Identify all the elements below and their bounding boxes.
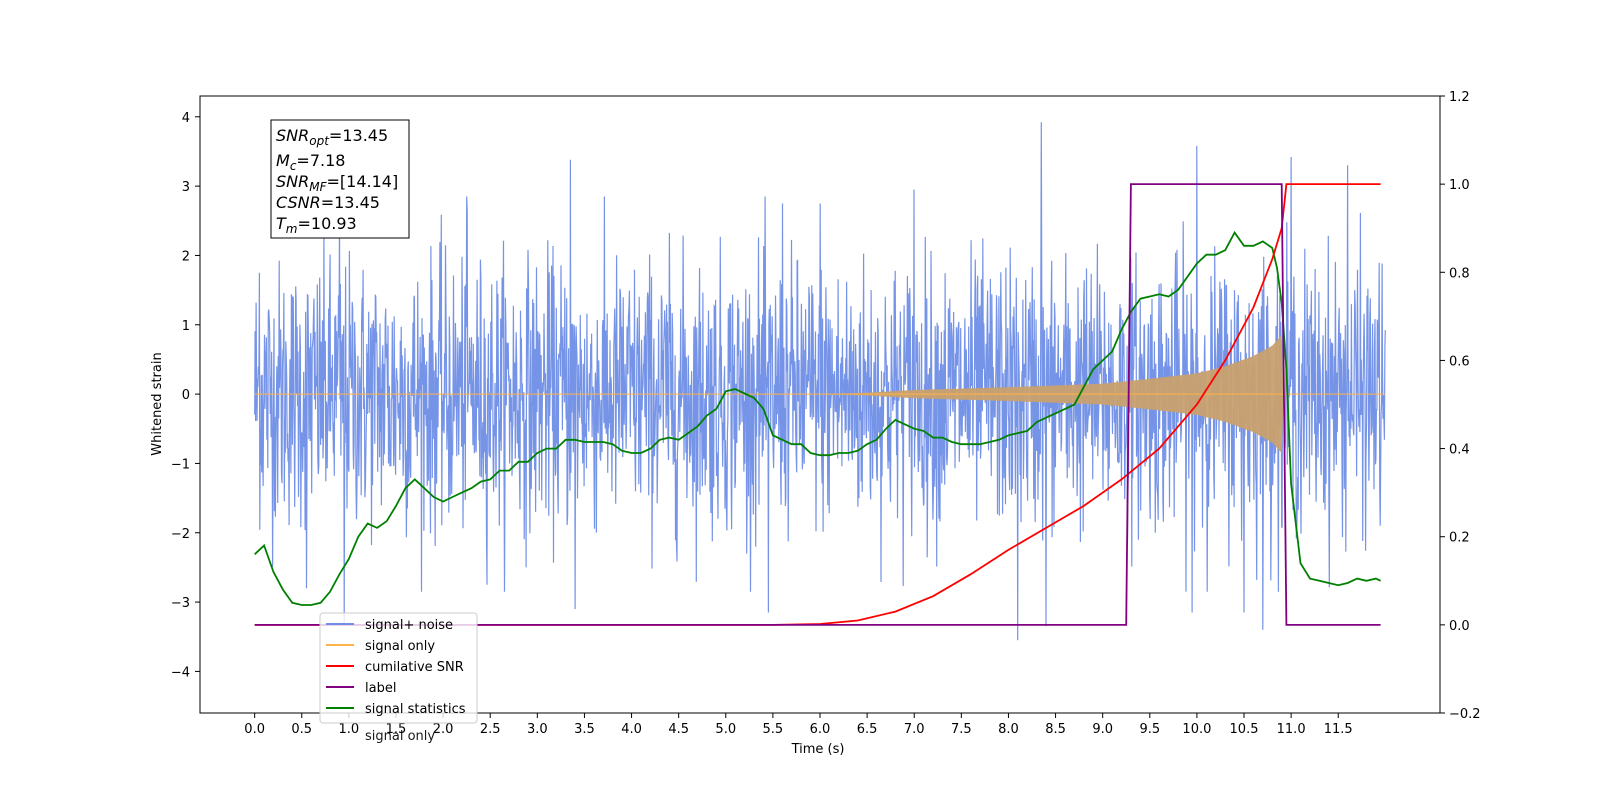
signal-only-series xyxy=(254,335,1386,453)
x-tick-label: 4.5 xyxy=(668,722,689,737)
x-tick-label: 9.5 xyxy=(1139,722,1160,737)
y-tick-label: −1 xyxy=(171,457,190,472)
x-tick-label: 7.0 xyxy=(904,722,925,737)
x-tick-label: 11.5 xyxy=(1324,722,1353,737)
info-box: SNRopt=13.45 Mc=7.18 SNRMF=[14.14] CSNR=… xyxy=(270,119,410,239)
y2-tick-label: 0.0 xyxy=(1449,619,1470,634)
info-snr-mf: SNRMF=[14.14] xyxy=(276,172,398,194)
y-tick-label: −3 xyxy=(171,596,190,611)
legend-label-signal-only: signal only xyxy=(365,639,435,654)
x-axis-label: Time (s) xyxy=(791,742,845,757)
y2-tick-label: −0.2 xyxy=(1449,707,1481,722)
x-tick-label: 6.0 xyxy=(810,722,831,737)
x-tick-label: 5.0 xyxy=(715,722,736,737)
y-tick-label: 2 xyxy=(182,249,190,264)
x-tick-label: 10.5 xyxy=(1230,722,1259,737)
label-series xyxy=(254,183,1381,626)
x-tick-label: 0.0 xyxy=(244,722,265,737)
x-axis-ticks: 0.0 0.5 1.0 1.5 2.0 2.5 3.0 3.5 4.0 4.5 5.0 5.5 6.0 6… xyxy=(244,713,1353,737)
x-tick-label: 3.5 xyxy=(574,722,595,737)
x-tick-label: 10.0 xyxy=(1182,722,1211,737)
x-tick-label: 3.0 xyxy=(527,722,548,737)
signal-noise-line xyxy=(254,122,1386,641)
y2-axis-ticks: 1.2 1.0 0.8 0.6 0.4 0.2 0.0 −0.2 xyxy=(1440,90,1481,722)
x-tick-label: 2.0 xyxy=(433,722,454,737)
label-line xyxy=(254,183,1381,626)
y-axis-ticks: 4 3 2 1 0 −1 −2 −3 −4 xyxy=(171,111,200,680)
x-tick-label: 7.5 xyxy=(951,722,972,737)
info-mc: Mc=7.18 xyxy=(276,151,345,173)
x-tick-label: 5.5 xyxy=(763,722,784,737)
cumulative-snr-line xyxy=(254,183,1381,626)
x-tick-label: 8.0 xyxy=(998,722,1019,737)
legend-label-signal-statistics: signal statistics xyxy=(365,702,466,717)
legend: signal only signal+ noise signal only cu… xyxy=(319,612,478,744)
signal-noise-series xyxy=(254,122,1386,641)
legend-overlap-text: signal only xyxy=(365,729,435,744)
y2-tick-label: 0.8 xyxy=(1449,266,1470,281)
x-tick-label: 0.5 xyxy=(291,722,312,737)
x-tick-label: 8.5 xyxy=(1045,722,1066,737)
x-tick-label: 1.5 xyxy=(386,722,407,737)
y2-tick-label: 1.0 xyxy=(1449,178,1470,193)
y-tick-label: 0 xyxy=(182,388,190,403)
y2-tick-label: 0.4 xyxy=(1449,443,1470,458)
plot-area xyxy=(254,122,1386,641)
y-tick-label: 1 xyxy=(182,319,190,334)
legend-label-label: label xyxy=(365,681,396,696)
x-tick-label: 1.0 xyxy=(339,722,360,737)
y-axis-label: Whitened strain xyxy=(150,352,165,455)
x-tick-label: 2.5 xyxy=(480,722,501,737)
signal-statistics-series xyxy=(254,230,1381,606)
info-csnr: CSNR=13.45 xyxy=(276,193,380,212)
y2-tick-label: 0.6 xyxy=(1449,354,1470,369)
legend-label-cumulative-snr: cumilative SNR xyxy=(365,660,464,675)
y-tick-label: −2 xyxy=(171,527,190,542)
x-tick-label: 11.0 xyxy=(1277,722,1306,737)
signal-statistics-line xyxy=(254,230,1381,606)
y2-tick-label: 0.2 xyxy=(1449,531,1470,546)
y-tick-label: −4 xyxy=(171,665,190,680)
info-tm: Tm=10.93 xyxy=(276,214,357,236)
y-tick-label: 3 xyxy=(182,180,190,195)
x-tick-label: 6.5 xyxy=(857,722,878,737)
info-snr-opt: SNRopt=13.45 xyxy=(276,126,388,148)
legend-label-signal-noise: signal+ noise xyxy=(365,618,453,633)
x-tick-label: 9.0 xyxy=(1092,722,1113,737)
x-tick-label: 4.0 xyxy=(621,722,642,737)
y2-tick-label: 1.2 xyxy=(1449,90,1470,105)
cumulative-snr-series xyxy=(254,183,1381,626)
y-tick-label: 4 xyxy=(182,111,190,126)
